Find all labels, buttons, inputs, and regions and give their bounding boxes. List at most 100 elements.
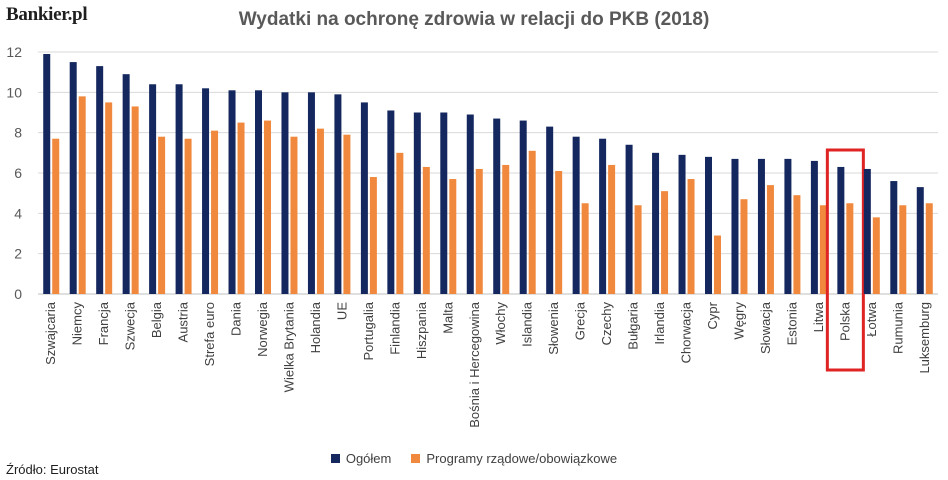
bar-ogolem-22 xyxy=(599,138,607,294)
legend-item-programy: Programy rządowe/obowiązkowe xyxy=(411,451,617,466)
y-tick-label: 8 xyxy=(14,125,22,141)
bar-programy-26 xyxy=(714,235,721,294)
x-tick-label: Luksemburg xyxy=(917,302,932,374)
bar-programy-24 xyxy=(661,191,669,294)
x-tick-label: Węgry xyxy=(731,302,746,340)
bar-ogolem-29 xyxy=(784,158,792,294)
y-tick-label: 6 xyxy=(14,165,22,181)
x-tick-label: Belgia xyxy=(149,301,164,338)
x-tick-label: Chorwacja xyxy=(679,301,694,363)
legend-label-ogolem: Ogółem xyxy=(345,451,392,466)
bar-programy-12 xyxy=(343,134,351,294)
bar-programy-28 xyxy=(766,185,774,294)
bar-programy-14 xyxy=(396,152,404,294)
bar-ogolem-18 xyxy=(493,118,501,294)
legend-swatch-ogolem xyxy=(330,454,340,463)
bar-programy-21 xyxy=(581,203,589,294)
bar-programy-33 xyxy=(899,205,907,294)
x-tick-label: Cypr xyxy=(705,301,720,329)
source-note: Źródło: Eurostat xyxy=(6,462,99,477)
bar-programy-23 xyxy=(634,205,642,294)
x-tick-label: Holandia xyxy=(308,301,323,353)
bar-ogolem-19 xyxy=(519,120,527,294)
chart-legend: Ogółem Programy rządowe/obowiązkowe xyxy=(0,451,948,466)
bar-ogolem-6 xyxy=(175,84,183,295)
x-tick-label: Słowenia xyxy=(546,301,561,355)
bar-ogolem-24 xyxy=(652,152,660,294)
x-tick-label: Islandia xyxy=(520,301,535,347)
bar-ogolem-30 xyxy=(810,160,818,294)
bar-programy-15 xyxy=(422,166,430,294)
x-tick-label: Malta xyxy=(440,301,455,334)
x-tick-label: Rumunia xyxy=(890,301,905,354)
bar-ogolem-12 xyxy=(334,94,342,294)
bar-ogolem-23 xyxy=(625,144,633,294)
bar-programy-2 xyxy=(78,96,86,294)
bar-programy-5 xyxy=(158,136,166,294)
x-tick-label: Niemcy xyxy=(70,302,85,346)
bar-ogolem-31 xyxy=(837,166,845,294)
bar-ogolem-5 xyxy=(149,84,157,295)
x-tick-label: Strefa euro xyxy=(202,302,217,366)
x-tick-label: Norwegia xyxy=(255,301,270,357)
x-tick-label: Litwa xyxy=(811,301,826,332)
x-tick-label: Szwajcaria xyxy=(43,301,58,365)
bar-programy-11 xyxy=(316,128,324,294)
bar-programy-8 xyxy=(237,122,245,294)
legend-label-programy: Programy rządowe/obowiązkowe xyxy=(426,451,618,466)
bar-ogolem-9 xyxy=(255,90,262,294)
bar-ogolem-17 xyxy=(466,114,474,295)
bar-programy-30 xyxy=(819,205,827,294)
bar-programy-3 xyxy=(105,102,113,295)
x-tick-label: Słowacja xyxy=(758,301,773,354)
x-tick-label: Estonia xyxy=(784,301,799,345)
x-tick-label: Polska xyxy=(837,301,852,341)
y-tick-label: 0 xyxy=(14,286,22,302)
bar-ogolem-7 xyxy=(202,88,210,294)
bar-ogolem-26 xyxy=(705,156,712,294)
bar-ogolem-27 xyxy=(731,158,739,294)
bar-programy-16 xyxy=(449,179,457,294)
x-tick-label: Szwecja xyxy=(123,301,138,350)
x-tick-label: Wielka Brytania xyxy=(281,301,296,392)
bar-ogolem-14 xyxy=(387,110,395,294)
bar-ogolem-11 xyxy=(307,92,315,294)
legend-swatch-programy xyxy=(411,454,421,463)
x-tick-label: Irlandia xyxy=(652,301,667,344)
bankier-logo: Bankier.pl xyxy=(6,4,88,25)
y-tick-label: 10 xyxy=(6,84,22,100)
bar-programy-18 xyxy=(502,164,510,294)
bar-programy-13 xyxy=(369,177,377,294)
y-tick-label: 2 xyxy=(14,246,22,262)
x-tick-label: Bośnia i Hercegowina xyxy=(467,301,482,428)
bar-ogolem-16 xyxy=(440,112,448,294)
x-tick-label: Dania xyxy=(229,301,244,336)
bar-programy-32 xyxy=(872,217,880,294)
x-tick-label: Bułgaria xyxy=(626,301,641,349)
x-tick-label: Włochy xyxy=(493,302,508,345)
x-tick-label: Portugalia xyxy=(361,301,376,360)
y-tick-label: 12 xyxy=(6,44,22,60)
bar-ogolem-13 xyxy=(360,102,368,295)
bar-ogolem-34 xyxy=(916,187,924,294)
legend-item-ogolem: Ogółem xyxy=(330,451,392,466)
x-tick-label: Finlandia xyxy=(387,301,402,355)
x-tick-label: Łotwa xyxy=(864,301,879,336)
bar-ogolem-28 xyxy=(757,158,765,294)
bar-programy-29 xyxy=(793,195,801,294)
x-tick-label: Grecja xyxy=(573,301,588,340)
bar-programy-9 xyxy=(264,120,271,294)
bar-ogolem-1 xyxy=(43,54,51,295)
bar-ogolem-21 xyxy=(572,136,580,294)
bar-programy-7 xyxy=(211,130,219,294)
bar-ogolem-3 xyxy=(96,66,104,294)
bar-ogolem-20 xyxy=(546,126,554,294)
bar-programy-6 xyxy=(184,138,192,294)
bar-programy-20 xyxy=(555,170,563,294)
bar-programy-19 xyxy=(528,150,536,294)
y-tick-label: 4 xyxy=(14,205,22,221)
bar-programy-17 xyxy=(475,168,483,294)
bar-programy-25 xyxy=(687,179,695,294)
x-tick-label: UE xyxy=(334,302,349,320)
